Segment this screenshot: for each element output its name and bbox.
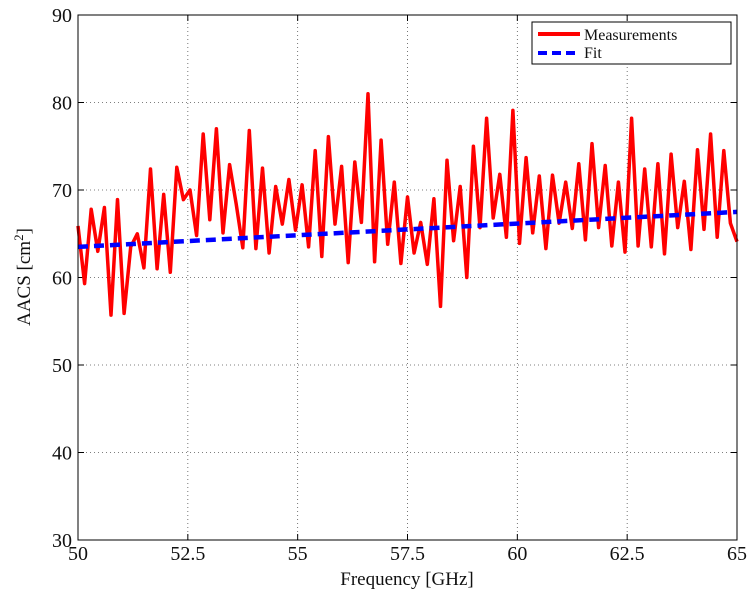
x-tick-labels: 50 52.5 55 57.5 60 62.5 65: [68, 543, 747, 565]
y-tick-label: 70: [52, 180, 72, 202]
y-tick-label: 60: [52, 268, 72, 290]
x-tick-label: 52.5: [170, 543, 205, 565]
y-tick-label: 90: [52, 5, 72, 27]
series-lines: [76, 92, 739, 317]
y-tick-label: 30: [52, 530, 72, 552]
y-axis-label-main: AACS [cm: [14, 241, 35, 326]
y-tick-label: 50: [52, 355, 72, 377]
plot-frame: [77, 14, 738, 541]
x-tick-label: 55: [288, 543, 308, 565]
plot-background: [78, 15, 737, 540]
legend: Measurements Fit: [531, 21, 732, 65]
legend-box: [531, 21, 732, 65]
y-tick-label: 40: [52, 443, 72, 465]
measurements-line: [76, 92, 739, 317]
y-axis-label-sup: 2: [11, 234, 26, 241]
y-tick-label: 80: [52, 93, 72, 115]
x-axis-label: Frequency [GHz]: [340, 569, 473, 590]
y-tick-labels: 30 40 50 60 70 80 90: [52, 5, 72, 552]
y-axis-label: AACS [cm2]: [11, 228, 35, 326]
x-tick-label: 50: [68, 543, 88, 565]
x-tick-label: 57.5: [390, 543, 425, 565]
legend-fit-label: Fit: [584, 45, 602, 62]
x-tick-label: 62.5: [610, 543, 645, 565]
x-tick-label: 65: [727, 543, 747, 565]
legend-measurements-label: Measurements: [584, 27, 677, 44]
fit-line: [77, 209, 738, 250]
y-axis-label-close: ]: [14, 228, 35, 234]
x-tick-label: 60: [507, 543, 527, 565]
